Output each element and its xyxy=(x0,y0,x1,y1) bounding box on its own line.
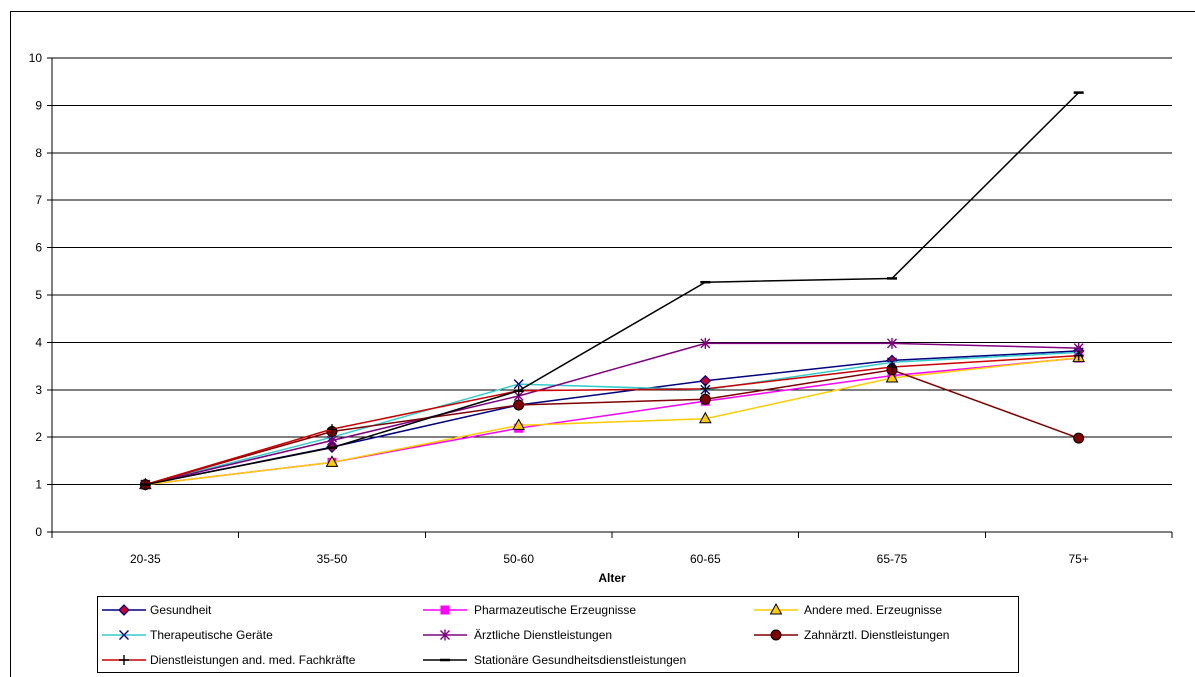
legend-item: Zahnärztl. Dienstleistungen xyxy=(754,628,949,642)
data-point-marker xyxy=(325,455,339,467)
triangle-marker xyxy=(885,370,899,383)
legend-item: Andere med. Erzeugnisse xyxy=(754,602,942,617)
diamond-marker xyxy=(118,604,130,616)
series-line xyxy=(145,351,1079,486)
series-2 xyxy=(138,350,1086,490)
data-point-marker xyxy=(440,629,450,641)
data-point-marker xyxy=(513,399,525,411)
y-tick-label: 0 xyxy=(35,525,42,539)
legend-label: Gesundheit xyxy=(150,603,212,617)
data-point-marker xyxy=(699,393,711,405)
data-point-marker xyxy=(327,424,337,435)
plus-marker xyxy=(1073,350,1084,361)
asterisk-marker xyxy=(887,337,897,349)
data-point-marker xyxy=(1073,432,1085,444)
data-point-marker xyxy=(887,337,897,349)
data-point-marker xyxy=(769,602,783,615)
data-point-marker xyxy=(770,629,782,641)
data-point-marker xyxy=(700,383,711,394)
plus-marker xyxy=(119,655,129,665)
triangle-marker xyxy=(325,455,339,467)
data-point-marker xyxy=(887,362,897,373)
y-tick-label: 3 xyxy=(35,383,42,397)
y-tick-label: 9 xyxy=(35,98,42,112)
asterisk-marker xyxy=(700,337,711,349)
legend-label: Therapeutische Geräte xyxy=(150,628,273,642)
y-tick-label: 4 xyxy=(35,335,42,349)
series-7 xyxy=(140,91,1084,486)
legend-item: Stationäre Gesundheitsdienstleistungen xyxy=(423,653,686,667)
y-tick-label: 6 xyxy=(35,241,42,255)
circle-marker xyxy=(513,399,525,411)
plus-marker xyxy=(887,362,897,373)
series-line xyxy=(145,356,1079,486)
data-point-marker xyxy=(1073,350,1084,361)
legend-label: Ärztliche Dienstleistungen xyxy=(474,628,612,642)
axes: 0 1 2 3 4 5 6 7 8 9 10 20-35 35-50 50-60 60-65 65-75 75+… xyxy=(29,51,1173,585)
data-point-marker xyxy=(118,604,130,616)
y-tick-label: 10 xyxy=(29,51,43,65)
legend-item: Pharmazeutische Erzeugnisse xyxy=(423,603,636,617)
gridlines xyxy=(52,57,1172,486)
chart-frame xyxy=(10,11,1195,677)
data-point-marker xyxy=(440,605,450,615)
legend-item: Ärztliche Dienstleistungen xyxy=(423,628,612,642)
data-point-marker xyxy=(700,337,711,349)
x-tick-label: 50-60 xyxy=(503,552,534,566)
legend-label: Stationäre Gesundheitsdienstleistungen xyxy=(474,653,686,667)
legend-box xyxy=(97,596,1019,673)
data-point-marker xyxy=(512,418,526,430)
legend: Gesundheit Pharmazeutische Erzeugnisse And… xyxy=(97,596,1019,673)
x-tick-label: 65-75 xyxy=(877,552,908,566)
data-point-marker xyxy=(119,630,129,640)
y-tick-label: 5 xyxy=(35,288,42,302)
x-tick-label: 35-50 xyxy=(317,552,348,566)
series-group xyxy=(138,91,1086,491)
data-point-marker xyxy=(513,379,524,390)
plus-marker xyxy=(327,424,337,435)
x-axis-title: Alter xyxy=(598,571,626,585)
legend-item: Dienstleistungen and. med. Fachkräfte xyxy=(102,653,356,667)
y-tick-label: 2 xyxy=(35,430,42,444)
legend-label: Andere med. Erzeugnisse xyxy=(804,603,942,617)
plus-marker xyxy=(700,383,711,394)
series-line xyxy=(145,354,1079,486)
data-point-marker xyxy=(885,370,899,383)
circle-marker xyxy=(770,629,782,641)
x-tick-label: 20-35 xyxy=(130,552,161,566)
y-tick-label: 1 xyxy=(35,478,42,492)
x-marker xyxy=(119,630,129,640)
x-marker xyxy=(513,379,524,390)
circle-marker xyxy=(1073,432,1085,444)
triangle-marker xyxy=(698,411,712,424)
triangle-marker xyxy=(512,418,526,430)
legend-item: Gesundheit xyxy=(102,603,212,617)
legend-label: Pharmazeutische Erzeugnisse xyxy=(474,603,636,617)
data-point-marker xyxy=(119,655,129,665)
square-marker xyxy=(440,605,450,615)
circle-marker xyxy=(699,393,711,405)
asterisk-marker xyxy=(440,629,450,641)
x-tick-label: 60-65 xyxy=(690,552,721,566)
series-line xyxy=(145,92,1080,486)
triangle-marker xyxy=(769,602,783,615)
legend-item: Therapeutische Geräte xyxy=(102,628,273,642)
series-line xyxy=(145,369,1079,486)
legend-label: Dienstleistungen and. med. Fachkräfte xyxy=(150,653,356,667)
x-tick-label: 75+ xyxy=(1068,552,1088,566)
y-tick-label: 8 xyxy=(35,146,42,160)
series-line xyxy=(145,342,1079,486)
series-5 xyxy=(139,364,1085,491)
data-point-marker xyxy=(698,411,712,424)
legend-label: Zahnärztl. Dienstleistungen xyxy=(804,628,949,642)
y-tick-label: 7 xyxy=(35,193,42,207)
